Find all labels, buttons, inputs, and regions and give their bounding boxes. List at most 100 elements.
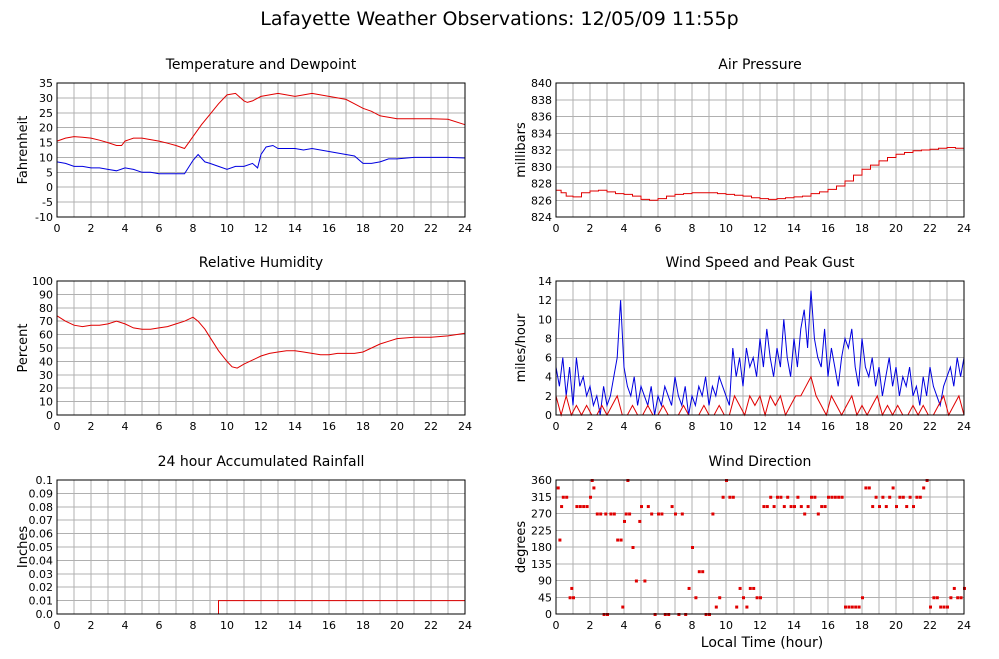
data-point [718,596,722,600]
y-axis-label: degrees [514,521,529,574]
x-tick-label: 6 [655,619,662,632]
y-tick-label: 0.0 [36,608,54,621]
data-point [881,495,885,499]
data-point [939,605,943,609]
data-point [558,538,562,542]
data-point [820,505,824,509]
y-tick-label: 135 [531,558,552,571]
data-point [844,605,847,609]
data-point [565,495,569,499]
data-point [867,486,871,490]
y-tick-label: 180 [531,541,552,554]
x-tick-label: 2 [587,222,594,235]
y-tick-label: 0 [545,409,552,422]
data-point [697,570,701,574]
y-tick-label: 100 [32,275,53,288]
x-tick-label: 24 [957,420,971,433]
x-tick-label: 2 [88,420,95,433]
data-point [874,495,878,499]
chart-2: 0 2 4 6 8 10 12 14 16 18 20 22 240102030405060708090… [16,255,472,433]
data-point [796,495,800,499]
x-tick-label: 8 [190,619,197,632]
x-axis-caption: Local Time (hour) [700,635,824,651]
x-tick-label: 2 [88,222,95,235]
y-tick-label: 10 [39,151,53,164]
y-tick-label: 30 [39,92,53,105]
data-point [949,596,953,600]
data-point [599,512,603,516]
x-tick-label: 4 [122,222,129,235]
plot-frame [56,82,466,218]
y-tick-label: 6 [545,352,552,365]
data-point [570,586,574,590]
data-point [786,495,790,499]
y-tick-label: 80 [39,302,53,315]
data-point [854,605,858,609]
x-tick-label: 4 [122,420,129,433]
x-tick-label: 18 [855,420,869,433]
data-point [908,495,912,499]
y-tick-label: 0.06 [29,528,54,541]
data-point [585,505,589,509]
chart-title: Wind Direction [709,454,812,470]
y-tick-label: 20 [39,122,53,135]
chart-4: 0 2 4 6 8 10 12 14 16 18 20 22 240.00.010.020.030.04… [16,454,472,632]
y-tick-label: 0 [46,181,53,194]
y-tick-label: 838 [531,94,552,107]
x-tick-label: 12 [254,420,268,433]
data-point [850,605,854,609]
x-tick-label: 0 [54,420,61,433]
y-tick-label: 832 [531,144,552,157]
series-line-red [56,315,466,369]
x-tick-label: 8 [689,222,696,235]
data-point [687,586,691,590]
x-tick-label: 24 [458,619,472,632]
data-point [612,512,616,516]
y-axis-label: Inches [16,526,31,568]
data-point [638,519,642,523]
data-point [782,505,786,509]
data-point [901,495,905,499]
data-point [728,495,732,499]
x-tick-label: 8 [190,420,197,433]
data-point [568,596,572,600]
data-point [803,512,807,516]
x-tick-label: 14 [787,222,801,235]
x-tick-label: 16 [322,420,336,433]
data-point [752,586,756,590]
data-point [609,512,613,516]
data-point [670,505,674,509]
x-tick-label: 16 [821,420,835,433]
data-point [884,505,888,509]
x-tick-label: 20 [889,619,903,632]
data-point [572,596,575,600]
y-tick-label: 315 [531,491,552,504]
data-point [915,495,919,499]
data-point [895,505,898,509]
x-tick-label: 22 [424,222,438,235]
x-tick-label: 6 [156,420,163,433]
y-tick-label: 826 [531,194,552,207]
data-point [864,486,868,490]
data-point [837,495,841,499]
data-point [748,586,752,590]
y-tick-label: 5 [46,166,53,179]
y-tick-label: 0.01 [29,595,54,608]
chart-title: Temperature and Dewpoint [165,57,357,73]
y-tick-label: 14 [538,275,552,288]
y-tick-label: 0.09 [29,487,54,500]
data-point [932,596,936,600]
data-point [745,605,749,609]
data-point [779,495,783,499]
y-tick-label: 20 [39,382,53,395]
x-tick-label: 8 [689,420,696,433]
y-tick-label: 834 [531,127,552,140]
data-point [604,512,608,516]
x-tick-label: 10 [220,222,234,235]
data-point [657,512,660,516]
x-tick-label: 4 [621,420,628,433]
data-point [738,586,742,590]
y-tick-label: 0 [46,409,53,422]
chart-5: 0 2 4 6 8 10 12 14 16 18 20 22 240459013518022527031… [514,454,971,632]
